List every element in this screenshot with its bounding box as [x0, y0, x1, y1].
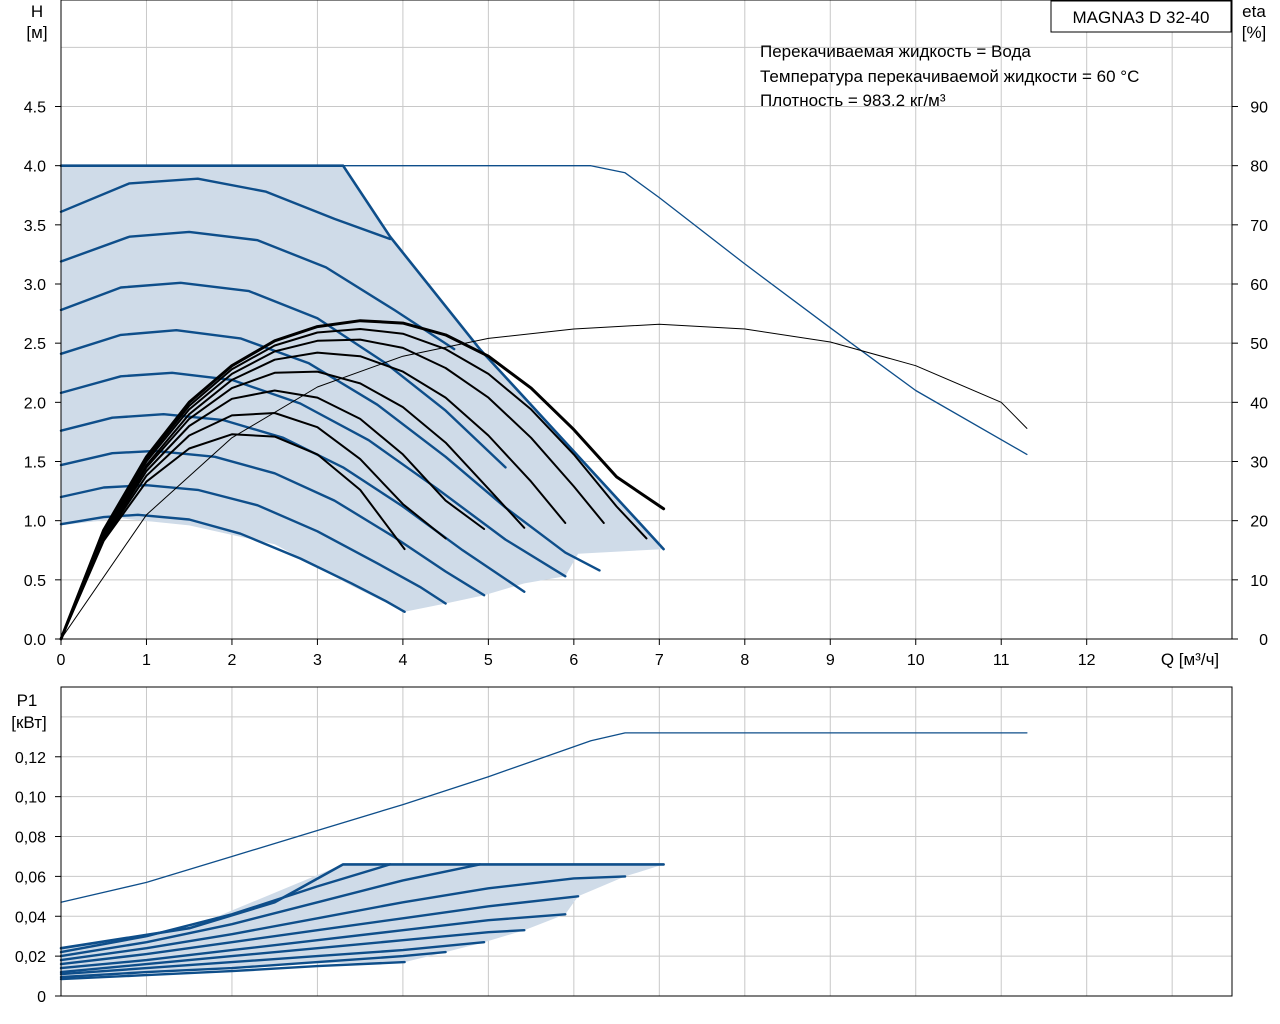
- head-efficiency-chart: 0 1 2 3 4 5 6 7 8 9 10 11 12 0.00.51.01.52.02.53.03.…: [24, 0, 1268, 669]
- power-curve-10: [60, 732, 1028, 903]
- p1-tick-label: 0,04: [15, 909, 46, 926]
- efficiency-curve-12: [59, 319, 666, 641]
- power-curve-1: [59, 863, 392, 954]
- h-tick-label: 1.0: [24, 514, 46, 531]
- power-curve-8: [59, 950, 447, 979]
- power-curve-3: [59, 875, 627, 962]
- eta-tick-label: 40: [1250, 395, 1268, 412]
- h-axis-label: H: [31, 2, 43, 21]
- p1-axis-label: P1: [17, 691, 38, 710]
- p1-axis-ticks: 0 0,02 0,04 0,06 0,08 0,10 0,12: [15, 750, 61, 1006]
- p1-tick-label: 0,10: [15, 790, 46, 807]
- power-series-group: [59, 732, 1028, 981]
- power-operating-envelope: [61, 864, 664, 980]
- efficiency-curve-17: [60, 389, 486, 640]
- power-curve-2: [59, 863, 481, 958]
- eta-axis-ticks: 0 10 20 30 40 50 60 70 80 90: [1232, 100, 1268, 649]
- head-plot-frame: [60, 0, 1233, 640]
- head-curve-2: [59, 230, 456, 351]
- h-axis-ticks: 0.0 0.5 1.0 1.5 2.0 2.5 3.0 3.5 4.0 4.5: [24, 100, 61, 649]
- head-grid: [60, 0, 1232, 640]
- q-tick-label: 12: [1078, 652, 1096, 669]
- q-tick-label: 1: [142, 652, 151, 669]
- eta-tick-label: 80: [1250, 159, 1268, 176]
- power-curve-7: [59, 941, 486, 976]
- pump-model-title: MAGNA3 D 32-40: [1073, 8, 1210, 27]
- h-tick-label: 4.0: [24, 159, 46, 176]
- eta-tick-label: 50: [1250, 336, 1268, 353]
- head-curve-7: [59, 449, 486, 597]
- h-tick-label: 1.5: [24, 455, 46, 472]
- head-curve-4: [59, 329, 601, 572]
- p1-axis-unit: [кВт]: [11, 713, 46, 732]
- p1-tick-label: 0: [37, 989, 46, 1006]
- efficiency-curve-16: [60, 370, 526, 640]
- h-axis-unit: [м]: [26, 23, 47, 42]
- pump-model-box: [1050, 0, 1232, 33]
- eta-tick-label: 10: [1250, 573, 1268, 590]
- p1-tick-label: 0,06: [15, 869, 46, 886]
- power-curve-5: [59, 913, 567, 970]
- efficiency-curve-14: [60, 338, 605, 640]
- head-curve-10: [60, 165, 1028, 456]
- q-tick-label: 7: [655, 652, 664, 669]
- p1-tick-label: 0,02: [15, 949, 46, 966]
- power-curve-6: [59, 929, 526, 974]
- q-tick-label: 5: [484, 652, 493, 669]
- q-axis-label: Q [м³/ч]: [1161, 650, 1219, 669]
- eta-tick-label: 60: [1250, 277, 1268, 294]
- q-tick-label: 11: [993, 652, 1010, 669]
- eta-tick-label: 70: [1250, 218, 1268, 235]
- eta-tick-label: 20: [1250, 514, 1268, 531]
- h-tick-label: 3.0: [24, 277, 46, 294]
- eta-axis-unit: [%]: [1242, 23, 1267, 42]
- efficiency-curve-18: [60, 412, 447, 640]
- q-tick-label: 6: [569, 652, 578, 669]
- eta-tick-label: 90: [1250, 100, 1268, 117]
- h-tick-label: 0.0: [24, 632, 46, 649]
- q-tick-label: 0: [57, 652, 66, 669]
- q-tick-label: 9: [826, 652, 835, 669]
- head-curve-5: [59, 371, 567, 578]
- p1-tick-label: 0,12: [15, 750, 46, 767]
- head-curve-3: [59, 281, 507, 469]
- h-tick-label: 4.5: [24, 100, 46, 117]
- eta-axis-label: eta: [1242, 2, 1266, 21]
- head-curve-8: [59, 484, 447, 605]
- eta-tick-label: 0: [1259, 632, 1268, 649]
- q-tick-label: 4: [398, 652, 407, 669]
- eta-tick-label: 30: [1250, 455, 1268, 472]
- power-curve-0: [59, 863, 665, 950]
- info-temperature: Температура перекачиваемой жидкости = 60…: [760, 67, 1139, 86]
- q-tick-label: 10: [907, 652, 925, 669]
- info-liquid: Перекачиваемая жидкость = Вода: [760, 42, 1031, 61]
- q-tick-label: 2: [227, 652, 236, 669]
- h-tick-label: 3.5: [24, 218, 46, 235]
- head-operating-envelope: [61, 165, 664, 612]
- q-tick-label: 3: [313, 652, 322, 669]
- head-curve-1: [59, 177, 392, 241]
- power-curve-4: [59, 895, 580, 966]
- q-axis-ticks: 0 1 2 3 4 5 6 7 8 9 10 11 12: [57, 639, 1096, 669]
- power-curve-9: [59, 960, 406, 981]
- efficiency-curve-11: [60, 323, 1028, 640]
- q-tick-label: 8: [740, 652, 749, 669]
- efficiency-curve-19: [60, 433, 406, 640]
- h-tick-label: 2.0: [24, 395, 46, 412]
- h-tick-label: 0.5: [24, 573, 46, 590]
- power-plot-frame: [60, 686, 1233, 997]
- info-density: Плотность = 983.2 кг/м³: [760, 91, 946, 110]
- head-series-group: [59, 164, 1028, 641]
- p1-tick-label: 0,08: [15, 830, 46, 847]
- h-tick-label: 2.5: [24, 336, 46, 353]
- power-chart: 0 0,02 0,04 0,06 0,08 0,10 0,12 P1 [кВт]: [11, 686, 1233, 1006]
- efficiency-curve-15: [60, 351, 567, 640]
- efficiency-curve-13: [60, 328, 648, 640]
